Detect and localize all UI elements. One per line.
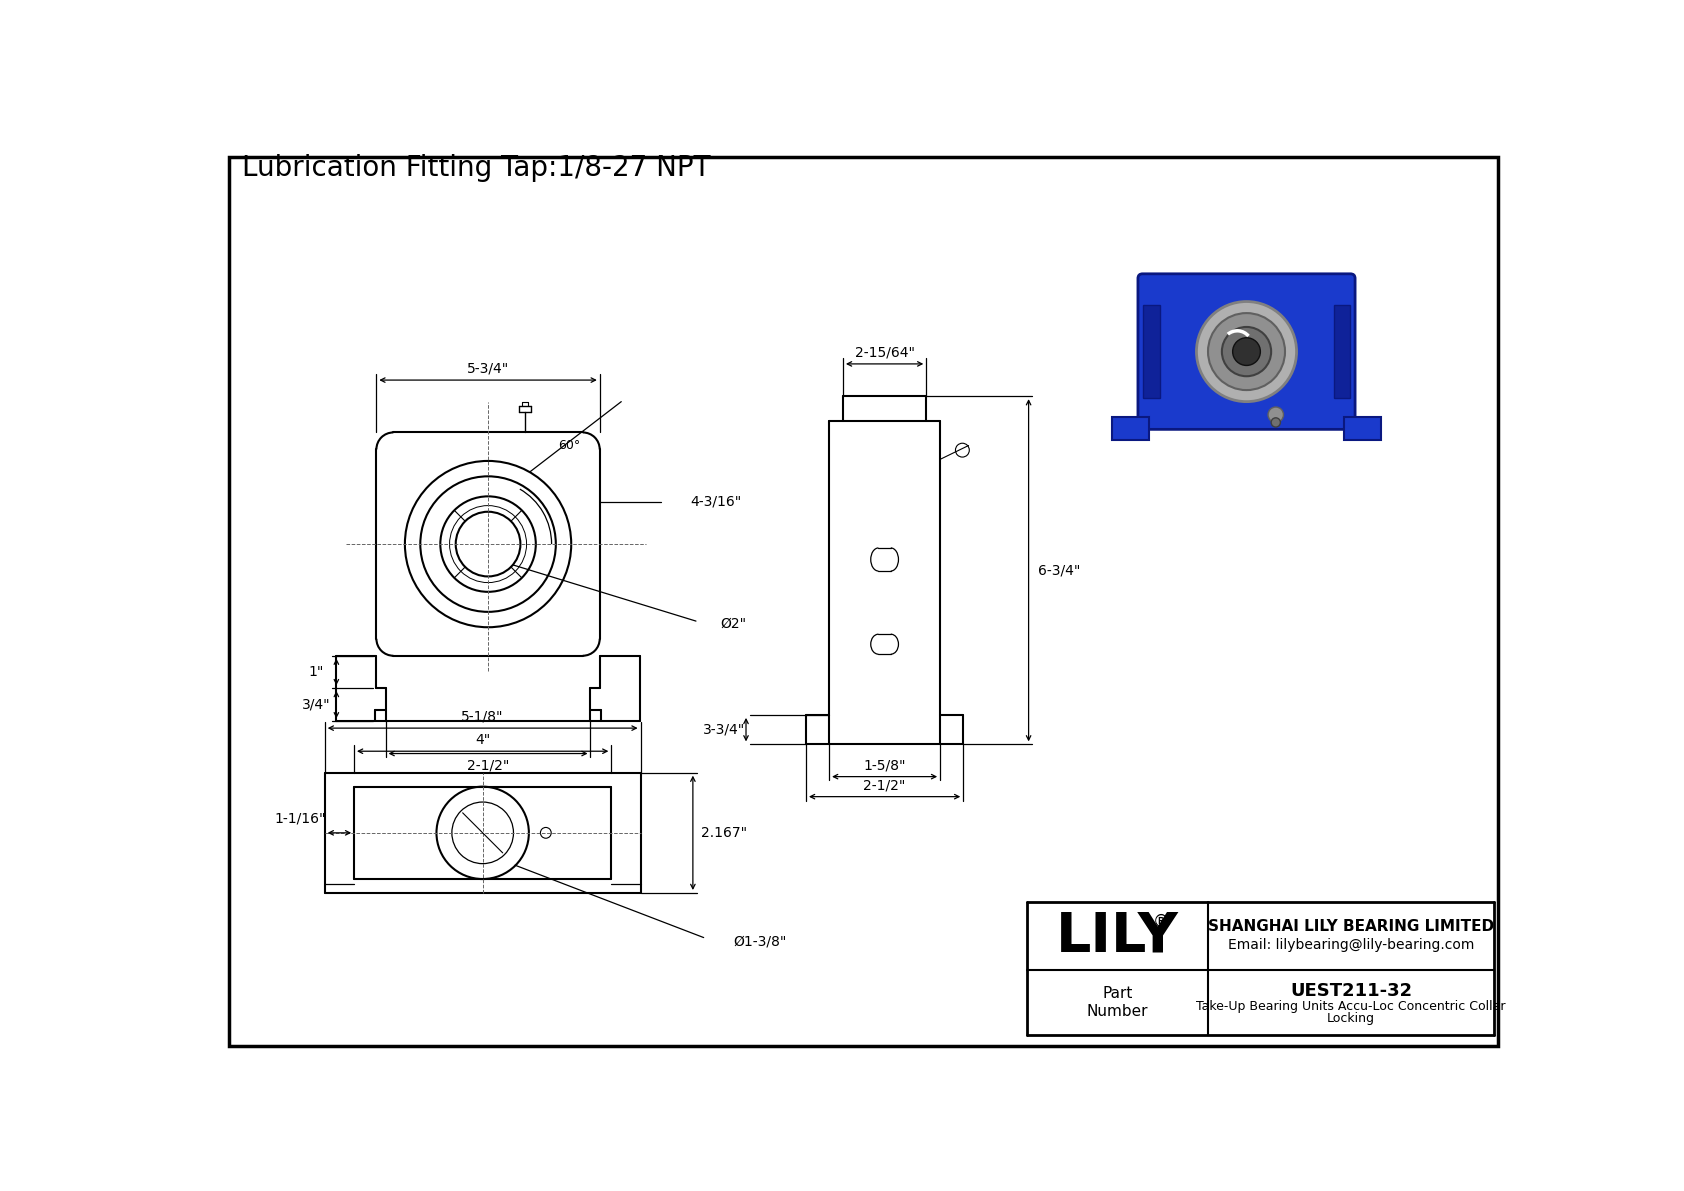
Circle shape	[1271, 418, 1280, 428]
Text: ®: ®	[1152, 913, 1169, 931]
Text: 4": 4"	[475, 732, 490, 747]
Text: 5-1/8": 5-1/8"	[461, 710, 504, 724]
Text: 4-3/16": 4-3/16"	[690, 494, 743, 509]
Text: 60°: 60°	[557, 439, 579, 453]
Text: 6-3/4": 6-3/4"	[1039, 563, 1081, 578]
Circle shape	[1268, 407, 1283, 423]
Text: Part
Number: Part Number	[1086, 986, 1148, 1018]
Text: 2.167": 2.167"	[701, 825, 746, 840]
Text: 3-3/4": 3-3/4"	[704, 723, 746, 737]
Text: Locking: Locking	[1327, 1011, 1376, 1024]
Circle shape	[1233, 338, 1260, 366]
Circle shape	[1223, 328, 1271, 376]
Text: 2-1/2": 2-1/2"	[864, 778, 906, 792]
Text: 1": 1"	[308, 665, 323, 679]
Text: LILY: LILY	[1056, 909, 1179, 964]
Text: Ø2": Ø2"	[721, 617, 746, 631]
FancyBboxPatch shape	[1138, 274, 1356, 430]
Text: 2-15/64": 2-15/64"	[854, 345, 914, 360]
Text: Email: lilybearing@lily-bearing.com: Email: lilybearing@lily-bearing.com	[1228, 939, 1475, 953]
Bar	[1334, 305, 1351, 398]
Text: Take-Up Bearing Units Accu-Loc Concentric Collar: Take-Up Bearing Units Accu-Loc Concentri…	[1196, 1000, 1505, 1014]
Text: UEST211-32: UEST211-32	[1290, 983, 1413, 1000]
Text: SHANGHAI LILY BEARING LIMITED: SHANGHAI LILY BEARING LIMITED	[1207, 918, 1494, 934]
Text: 5-3/4": 5-3/4"	[466, 362, 509, 375]
Bar	[1111, 417, 1148, 441]
Text: Lubrication Fitting Tap:1/8-27 NPT: Lubrication Fitting Tap:1/8-27 NPT	[242, 155, 711, 182]
Text: 2-1/2": 2-1/2"	[466, 759, 509, 772]
Text: Ø1-3/8": Ø1-3/8"	[733, 935, 786, 948]
Text: 3/4": 3/4"	[301, 698, 330, 712]
Text: 1-5/8": 1-5/8"	[864, 759, 906, 772]
Circle shape	[1196, 301, 1297, 401]
Text: 1-1/16": 1-1/16"	[274, 812, 327, 827]
Bar	[1142, 305, 1160, 398]
Circle shape	[1207, 313, 1285, 391]
Bar	[1344, 417, 1381, 441]
